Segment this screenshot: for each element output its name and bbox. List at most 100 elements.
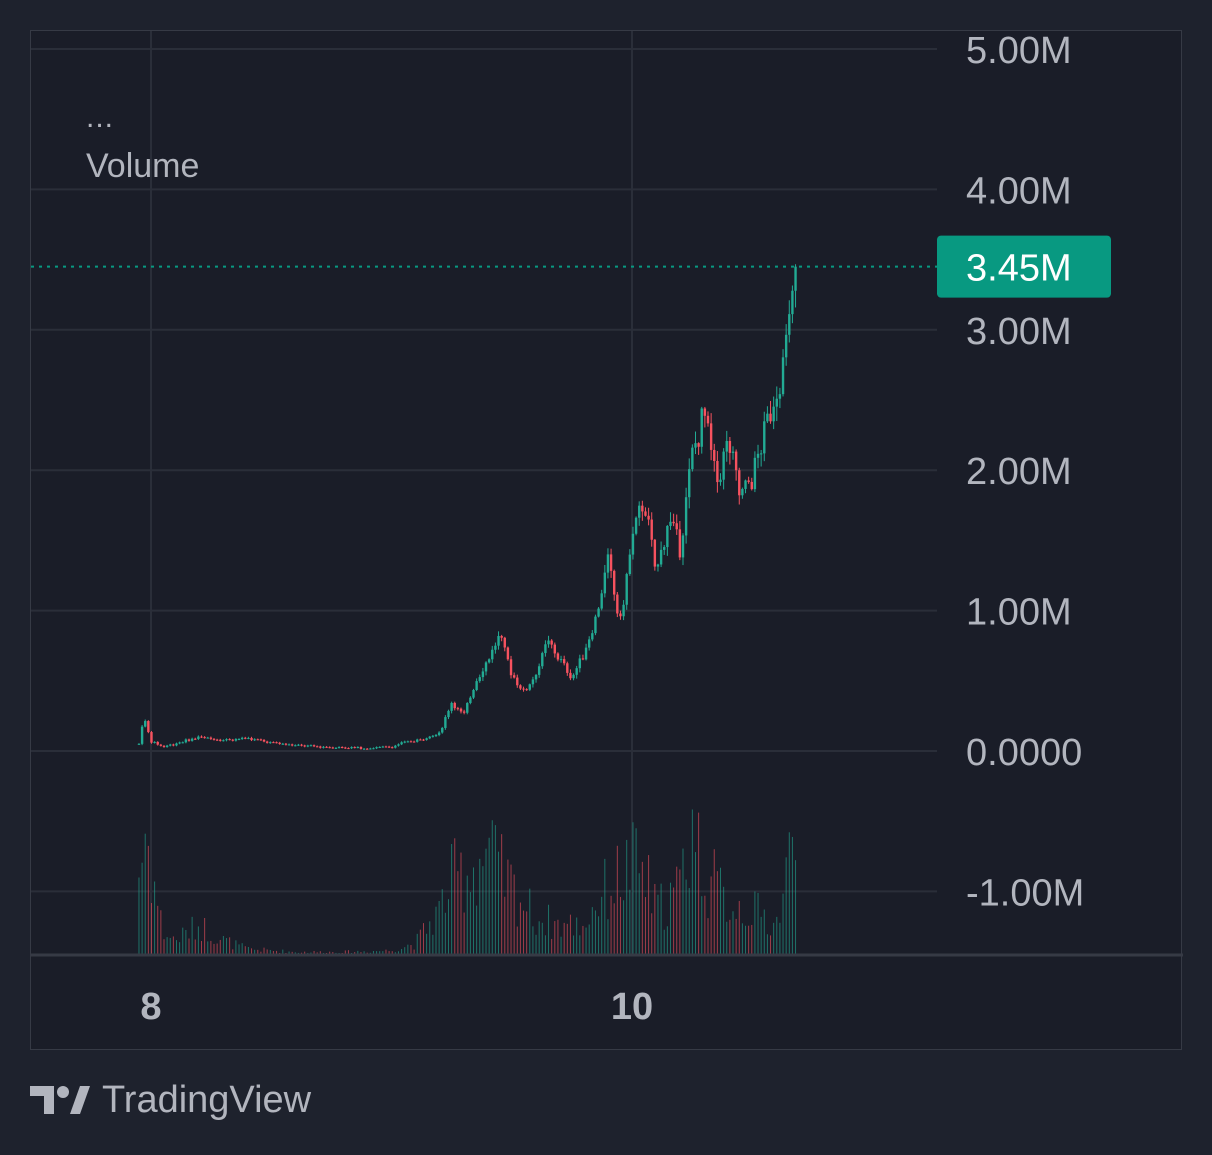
candle-body [169,744,172,746]
candle-body [206,737,209,739]
candle-body [512,675,516,678]
candle-body [634,517,638,534]
candle-body [350,747,353,749]
candle-body [516,677,519,686]
candle-body [322,746,325,748]
candle-body [247,737,250,739]
tradingview-brand[interactable]: TradingView [30,1078,311,1122]
candle-body [400,742,403,745]
candle-body [297,744,300,746]
y-tick-label: 1.00M [966,592,1072,634]
candle-body [478,677,481,682]
candle-body [219,739,222,741]
candle-body [466,703,469,713]
legend-menu[interactable]: ... [86,101,115,134]
candle-body [784,334,788,358]
candle-body [494,645,497,650]
candle-body [550,640,553,645]
candle-body [340,746,344,748]
candle-body [428,736,431,739]
candle-body [638,505,641,518]
candle-body [481,671,485,678]
candle-body [569,672,572,679]
candle-body [663,547,666,550]
candle-body [653,539,657,567]
candle-body [625,574,628,605]
candle-body [766,413,769,422]
candle-body [397,744,400,746]
candle-body [741,488,744,496]
candle-body [265,741,269,743]
candle-body [684,497,688,536]
candle-body [537,666,541,675]
y-tick-label: 4.00M [966,170,1072,212]
chart-pane[interactable]: 3.45M 5.00M 4.00M 3.00M 2.00M 1.00M 0.0000 -1.… [30,30,1183,1051]
candle-body [156,741,159,745]
candle-body [159,744,163,746]
candle-body [194,738,197,740]
candle-body [581,658,585,660]
candle-body [622,604,625,617]
candle-body [547,640,550,645]
candle-body [719,479,722,483]
candle-body [281,743,284,745]
candle-body [500,635,503,638]
candle-body [691,447,694,470]
candle-body [387,746,391,748]
candle-body [300,744,303,746]
candle-body [609,554,613,571]
tradingview-wordmark: TradingView [102,1078,312,1121]
candle-body [453,702,456,709]
candle-body [294,745,297,747]
candle-body [769,413,772,422]
candle-body [716,460,719,483]
candle-body [681,535,685,558]
candle-body [709,423,713,450]
candle-body [628,554,632,575]
candle-body [384,746,388,748]
candle-body [419,739,422,741]
candle-body [162,745,166,747]
candle-body [700,408,703,447]
candle-body [722,451,725,480]
candle-body [334,747,338,749]
candle-body [200,736,203,738]
candle-body [753,457,757,490]
candlesticks [137,264,797,750]
candle-body [153,741,156,743]
candle-body [759,453,763,455]
candle-body [487,659,491,663]
price-chart[interactable]: 3.45M 5.00M 4.00M 3.00M 2.00M 1.00M 0.0000 -1.… [31,31,1183,1051]
candle-body [600,593,603,609]
candle-body [284,743,288,745]
candle-body [269,742,272,744]
candle-body [140,726,144,744]
candle-body [412,741,416,743]
candle-body [756,453,760,458]
candle-body [359,747,363,749]
candle-body [781,357,785,395]
candle-body [319,746,322,748]
candle-body [215,739,219,741]
candle-body [147,721,150,733]
candle-body [456,708,460,710]
candle-body [591,633,594,640]
candle-body [209,737,213,739]
candle-body [775,398,778,407]
candle-body [447,710,450,718]
candle-body [531,679,535,685]
candle-body [344,747,347,749]
candle-body [594,616,597,634]
candle-body [484,662,488,672]
candle-body [788,314,791,335]
candle-body [240,737,244,739]
candle-body [422,739,425,741]
candle-body [172,744,175,746]
candle-body [606,554,610,573]
candle-body [706,415,710,424]
candle-body [378,746,381,748]
candle-body [337,746,341,748]
candle-body [556,653,560,660]
candle-body [262,739,266,742]
candle-body [575,668,578,675]
